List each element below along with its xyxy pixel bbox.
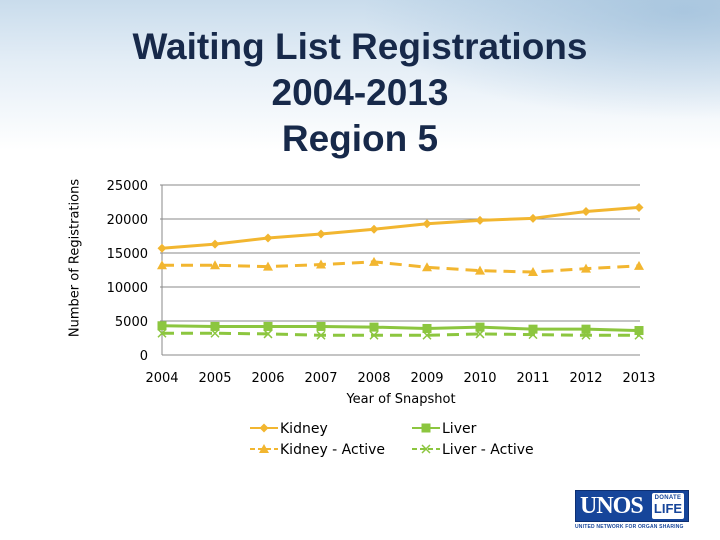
title-line-2: 2004-2013 xyxy=(271,72,449,113)
data-point-kidney xyxy=(263,233,273,243)
x-tick-label: 2011 xyxy=(516,371,549,386)
x-tick-label: 2005 xyxy=(198,371,231,386)
legend-label: Kidney xyxy=(280,421,328,437)
x-tick-label: 2009 xyxy=(410,371,443,386)
data-point-kidney xyxy=(528,213,538,223)
series-lines xyxy=(161,205,640,337)
data-point-liver-active xyxy=(475,329,485,339)
y-tick-label: 5000 xyxy=(115,315,148,330)
data-point-kidney xyxy=(581,207,591,217)
data-point-kidney-active xyxy=(422,262,432,272)
data-point-kidney-active xyxy=(528,267,538,277)
data-point-liver xyxy=(581,324,591,334)
header-background xyxy=(0,0,720,150)
data-point-kidney xyxy=(475,215,485,225)
data-point-kidney xyxy=(316,229,326,239)
data-point-kidney-active xyxy=(475,265,485,275)
x-tick-labels: 2004 2005 2006 2007 2008 2009 2010 2011 2012 2013 xyxy=(145,371,655,386)
unos-logo: UNOS DONATE LIFE UNITED NETWORK FOR ORGA… xyxy=(575,490,693,534)
logo-tagline: UNITED NETWORK FOR ORGAN SHARING xyxy=(575,524,684,530)
data-point-kidney xyxy=(369,224,379,234)
data-point-liver xyxy=(528,324,538,334)
data-point-liver-active xyxy=(369,330,379,340)
x-axis-label: Year of Snapshot xyxy=(345,392,455,407)
data-point-liver-active xyxy=(528,330,538,340)
data-point-kidney-active xyxy=(369,256,379,266)
x-tick-label: 2010 xyxy=(463,371,496,386)
series-line-kidney xyxy=(161,205,640,250)
x-tick-label: 2007 xyxy=(304,371,337,386)
legend-label: Liver - Active xyxy=(442,442,534,458)
data-point-kidney-active xyxy=(157,260,167,270)
gridlines xyxy=(160,184,640,356)
data-point-liver xyxy=(475,322,485,332)
x-tick-label: 2008 xyxy=(357,371,390,386)
y-tick-label: 10000 xyxy=(107,281,148,296)
series-line-kidney-active xyxy=(162,260,640,274)
data-point-liver-active xyxy=(210,328,220,338)
data-point-kidney-active xyxy=(316,259,326,269)
legend-entry-kidney-active: Kidney - Active xyxy=(250,442,385,458)
data-point-liver xyxy=(422,323,432,333)
data-point-kidney xyxy=(634,202,644,212)
logo-box: UNOS DONATE LIFE xyxy=(575,490,689,522)
data-point-liver xyxy=(263,321,273,331)
legend-marker xyxy=(259,444,269,453)
data-point-kidney xyxy=(157,243,167,253)
series-line-liver-active xyxy=(162,331,639,337)
x-tick-label: 2006 xyxy=(251,371,284,386)
legend-label: Kidney - Active xyxy=(280,442,385,458)
title-line-1: Waiting List Registrations xyxy=(132,26,588,67)
data-point-kidney-active xyxy=(634,260,644,270)
chart-title: Waiting List Registrations 2004-2013 Reg… xyxy=(60,24,660,162)
data-point-liver-active xyxy=(581,330,591,340)
data-point-liver xyxy=(316,321,326,331)
data-point-kidney xyxy=(422,219,432,229)
data-point-liver xyxy=(210,321,220,331)
legend-marker xyxy=(421,423,431,433)
badge-top-text: DONATE xyxy=(654,495,682,501)
data-point-kidney-active xyxy=(210,260,220,270)
y-tick-label: 0 xyxy=(140,349,148,364)
data-point-liver-active xyxy=(157,328,167,338)
y-tick-labels: 0 5000 10000 15000 20000 25000 xyxy=(107,179,148,364)
x-tick-label: 2012 xyxy=(569,371,602,386)
donate-life-badge: DONATE LIFE xyxy=(652,493,684,519)
badge-main-text: LIFE xyxy=(653,501,683,516)
data-point-liver xyxy=(369,322,379,332)
x-tick-label: 2013 xyxy=(622,371,655,386)
data-point-liver-active xyxy=(263,329,273,339)
logo-wordmark: UNOS xyxy=(580,493,644,519)
data-point-liver xyxy=(634,326,644,336)
series-markers xyxy=(157,202,644,340)
data-point-kidney xyxy=(210,239,220,249)
data-point-kidney-active xyxy=(263,261,273,271)
data-point-liver-active xyxy=(634,330,644,340)
data-point-liver-active xyxy=(422,330,432,340)
x-tick-label: 2004 xyxy=(145,371,178,386)
y-tick-label: 25000 xyxy=(107,179,148,194)
legend-entry-kidney: Kidney xyxy=(250,421,328,437)
legend-marker xyxy=(259,423,269,433)
legend-label: Liver xyxy=(442,421,477,437)
title-line-3: Region 5 xyxy=(281,118,439,159)
legend-marker xyxy=(421,444,431,454)
data-point-liver xyxy=(157,321,167,331)
y-tick-label: 15000 xyxy=(107,247,148,262)
data-point-kidney-active xyxy=(581,263,591,273)
legend-entry-liver-active: Liver - Active xyxy=(412,442,534,458)
legend-entry-liver: Liver xyxy=(412,421,477,437)
legend: Kidney Kidney - Active Liver Liver - Active xyxy=(250,421,534,458)
y-tick-label: 20000 xyxy=(107,213,148,228)
series-line-liver xyxy=(161,324,640,333)
data-point-liver-active xyxy=(316,330,326,340)
